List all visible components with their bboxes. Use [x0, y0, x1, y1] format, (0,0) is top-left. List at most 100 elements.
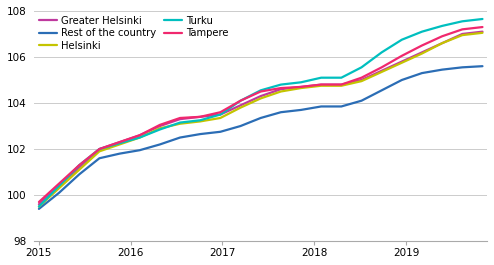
Greater Helsinki	[338, 83, 344, 86]
Helsinki	[419, 52, 425, 55]
Greater Helsinki	[399, 60, 405, 63]
Helsinki	[76, 168, 82, 171]
Tampere	[379, 66, 385, 69]
Turku	[298, 81, 304, 84]
Rest of the country	[238, 125, 244, 128]
Tampere	[117, 140, 123, 144]
Tampere	[96, 147, 102, 151]
Tampere	[399, 54, 405, 58]
Tampere	[238, 99, 244, 102]
Rest of the country	[298, 108, 304, 112]
Tampere	[197, 115, 203, 118]
Tampere	[298, 85, 304, 89]
Rest of the country	[480, 65, 486, 68]
Greater Helsinki	[177, 118, 183, 121]
Greater Helsinki	[238, 104, 244, 107]
Greater Helsinki	[56, 184, 62, 187]
Tampere	[76, 164, 82, 167]
Helsinki	[238, 106, 244, 109]
Line: Turku: Turku	[39, 19, 483, 207]
Greater Helsinki	[117, 140, 123, 144]
Helsinki	[459, 33, 465, 37]
Turku	[36, 205, 42, 208]
Turku	[76, 164, 82, 167]
Turku	[157, 128, 163, 131]
Greater Helsinki	[197, 115, 203, 118]
Turku	[419, 30, 425, 33]
Helsinki	[338, 84, 344, 87]
Greater Helsinki	[459, 32, 465, 36]
Greater Helsinki	[439, 42, 445, 45]
Rest of the country	[399, 78, 405, 82]
Rest of the country	[96, 157, 102, 160]
Rest of the country	[76, 173, 82, 176]
Turku	[137, 136, 143, 139]
Tampere	[439, 35, 445, 38]
Greater Helsinki	[76, 166, 82, 169]
Turku	[480, 17, 486, 21]
Helsinki	[197, 120, 203, 123]
Helsinki	[318, 84, 324, 87]
Helsinki	[258, 97, 264, 100]
Greater Helsinki	[258, 95, 264, 98]
Helsinki	[96, 150, 102, 153]
Turku	[338, 76, 344, 79]
Helsinki	[217, 116, 223, 120]
Tampere	[137, 134, 143, 137]
Turku	[278, 83, 284, 86]
Helsinki	[379, 70, 385, 73]
Rest of the country	[359, 99, 365, 102]
Tampere	[318, 83, 324, 86]
Turku	[217, 113, 223, 116]
Helsinki	[439, 42, 445, 45]
Turku	[177, 121, 183, 124]
Greater Helsinki	[318, 83, 324, 86]
Tampere	[459, 28, 465, 31]
Helsinki	[480, 31, 486, 34]
Rest of the country	[56, 191, 62, 194]
Tampere	[278, 86, 284, 90]
Turku	[318, 76, 324, 79]
Line: Rest of the country: Rest of the country	[39, 66, 483, 209]
Turku	[56, 184, 62, 187]
Greater Helsinki	[480, 30, 486, 33]
Tampere	[36, 200, 42, 204]
Helsinki	[278, 90, 284, 93]
Rest of the country	[177, 136, 183, 139]
Greater Helsinki	[96, 147, 102, 151]
Greater Helsinki	[379, 69, 385, 72]
Line: Helsinki: Helsinki	[39, 33, 483, 207]
Greater Helsinki	[217, 113, 223, 116]
Tampere	[56, 182, 62, 185]
Tampere	[157, 123, 163, 126]
Turku	[96, 147, 102, 151]
Helsinki	[137, 136, 143, 139]
Tampere	[480, 25, 486, 29]
Rest of the country	[36, 207, 42, 210]
Greater Helsinki	[278, 88, 284, 91]
Turku	[238, 99, 244, 102]
Rest of the country	[117, 152, 123, 155]
Helsinki	[117, 143, 123, 146]
Greater Helsinki	[137, 134, 143, 137]
Greater Helsinki	[419, 51, 425, 54]
Rest of the country	[318, 105, 324, 108]
Greater Helsinki	[359, 78, 365, 82]
Greater Helsinki	[298, 85, 304, 89]
Rest of the country	[419, 72, 425, 75]
Tampere	[177, 116, 183, 120]
Rest of the country	[278, 111, 284, 114]
Greater Helsinki	[157, 125, 163, 128]
Tampere	[258, 90, 264, 93]
Line: Greater Helsinki: Greater Helsinki	[39, 32, 483, 204]
Tampere	[217, 111, 223, 114]
Rest of the country	[379, 89, 385, 92]
Turku	[117, 142, 123, 145]
Helsinki	[359, 80, 365, 83]
Turku	[379, 51, 385, 54]
Turku	[258, 89, 264, 92]
Helsinki	[399, 61, 405, 64]
Legend: Greater Helsinki, Rest of the country, Helsinki, Turku, Tampere: Greater Helsinki, Rest of the country, H…	[40, 16, 229, 51]
Rest of the country	[197, 132, 203, 136]
Helsinki	[298, 86, 304, 90]
